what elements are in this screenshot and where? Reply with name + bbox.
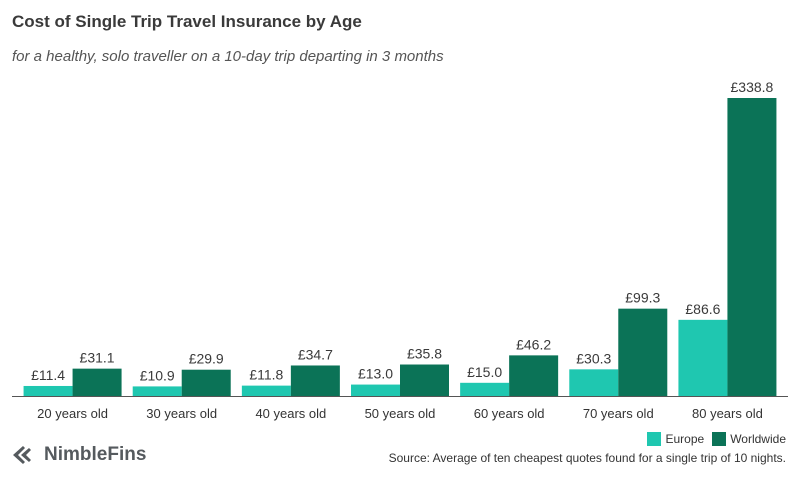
data-label-europe-0: £11.4 bbox=[31, 367, 65, 383]
x-tick-label-4: 60 years old bbox=[474, 406, 545, 421]
data-label-europe-2: £11.8 bbox=[249, 367, 283, 383]
brand-logo: NimbleFins bbox=[12, 444, 146, 466]
data-label-europe-3: £13.0 bbox=[358, 366, 393, 382]
chart-legend: Europe Worldwide bbox=[647, 432, 786, 446]
data-label-worldwide-2: £34.7 bbox=[298, 346, 333, 362]
bar-worldwide-3 bbox=[400, 364, 449, 396]
bar-worldwide-1 bbox=[181, 369, 231, 396]
legend-swatch-worldwide bbox=[712, 432, 727, 446]
data-label-europe-1: £10.9 bbox=[140, 367, 175, 383]
bar-worldwide-2 bbox=[290, 365, 340, 396]
brand-name: NimbleFins bbox=[44, 444, 147, 465]
bar-chart: £11.4 £31.1 20 years old £10.9 £29.9 30 years… bbox=[12, 79, 788, 421]
bar-europe-4 bbox=[460, 382, 510, 396]
x-tick-label-1: 30 years old bbox=[146, 406, 217, 421]
bar-worldwide-6 bbox=[727, 98, 777, 396]
bar-europe-2 bbox=[241, 385, 291, 396]
data-label-europe-5: £30.3 bbox=[576, 350, 611, 366]
bar-worldwide-5 bbox=[618, 308, 668, 396]
x-tick-label-6: 80 years old bbox=[692, 406, 763, 421]
legend-item-europe: Europe bbox=[647, 432, 704, 446]
x-tick-label-3: 50 years old bbox=[365, 406, 436, 421]
bar-europe-0 bbox=[23, 385, 73, 396]
bar-europe-6 bbox=[678, 319, 728, 396]
legend-label-europe: Europe bbox=[665, 432, 705, 446]
source-note: Source: Average of ten cheapest quotes f… bbox=[388, 451, 786, 465]
bar-europe-5 bbox=[569, 369, 619, 396]
data-label-worldwide-6: £338.8 bbox=[731, 79, 774, 95]
bar-worldwide-4 bbox=[509, 355, 559, 396]
legend-item-worldwide: Worldwide bbox=[712, 432, 786, 446]
data-label-worldwide-0: £31.1 bbox=[80, 350, 115, 366]
bar-europe-1 bbox=[132, 386, 182, 396]
x-tick-label-5: 70 years old bbox=[583, 406, 654, 421]
legend-label-worldwide: Worldwide bbox=[730, 432, 786, 446]
data-label-worldwide-5: £99.3 bbox=[625, 290, 660, 306]
x-tick-label-2: 40 years old bbox=[255, 406, 326, 421]
bar-europe-3 bbox=[351, 384, 400, 396]
nimblefins-logo-icon bbox=[13, 446, 31, 464]
bar-worldwide-0 bbox=[72, 368, 122, 396]
chart-subtitle: for a healthy, solo traveller on a 10-da… bbox=[12, 48, 444, 65]
chart-title: Cost of Single Trip Travel Insurance by … bbox=[12, 12, 362, 31]
data-label-europe-4: £15.0 bbox=[467, 364, 502, 380]
data-label-worldwide-3: £35.8 bbox=[407, 346, 442, 362]
data-label-europe-6: £86.6 bbox=[685, 301, 720, 317]
x-tick-label-0: 20 years old bbox=[37, 406, 108, 421]
data-label-worldwide-4: £46.2 bbox=[516, 336, 551, 352]
data-label-worldwide-1: £29.9 bbox=[189, 351, 224, 367]
legend-swatch-europe bbox=[647, 432, 662, 446]
